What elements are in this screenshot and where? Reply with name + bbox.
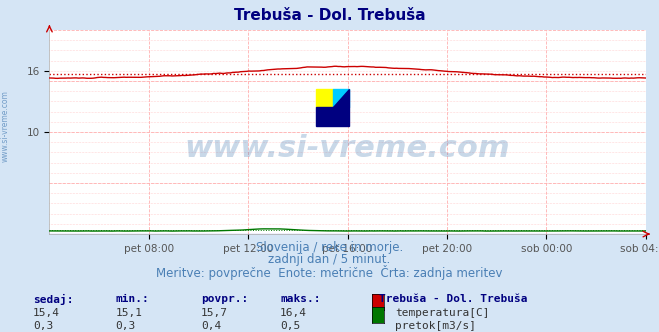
Bar — [333, 89, 349, 108]
Text: pretok[m3/s]: pretok[m3/s] — [395, 321, 476, 331]
Text: min.:: min.: — [115, 294, 149, 304]
Text: Trebuša - Dol. Trebuša: Trebuša - Dol. Trebuša — [379, 294, 527, 304]
Text: 16,4: 16,4 — [280, 308, 307, 318]
Text: Slovenija / reke in morje.: Slovenija / reke in morje. — [256, 241, 403, 254]
Text: www.si-vreme.com: www.si-vreme.com — [1, 90, 10, 162]
Text: maks.:: maks.: — [280, 294, 320, 304]
Text: 15,7: 15,7 — [201, 308, 228, 318]
Text: Trebuša - Dol. Trebuša: Trebuša - Dol. Trebuša — [234, 8, 425, 23]
Polygon shape — [333, 89, 349, 108]
Text: temperatura[C]: temperatura[C] — [395, 308, 490, 318]
Text: 0,3: 0,3 — [33, 321, 53, 331]
Text: Meritve: povprečne  Enote: metrične  Črta: zadnja meritev: Meritve: povprečne Enote: metrične Črta:… — [156, 265, 503, 280]
Text: 0,3: 0,3 — [115, 321, 136, 331]
Text: www.si-vreme.com: www.si-vreme.com — [185, 134, 511, 163]
Text: 0,5: 0,5 — [280, 321, 301, 331]
Bar — [316, 89, 333, 108]
Text: sedaj:: sedaj: — [33, 294, 73, 305]
Text: 15,4: 15,4 — [33, 308, 60, 318]
Text: zadnji dan / 5 minut.: zadnji dan / 5 minut. — [268, 253, 391, 266]
Text: 15,1: 15,1 — [115, 308, 142, 318]
Text: povpr.:: povpr.: — [201, 294, 248, 304]
Text: 0,4: 0,4 — [201, 321, 221, 331]
Bar — [316, 108, 349, 126]
